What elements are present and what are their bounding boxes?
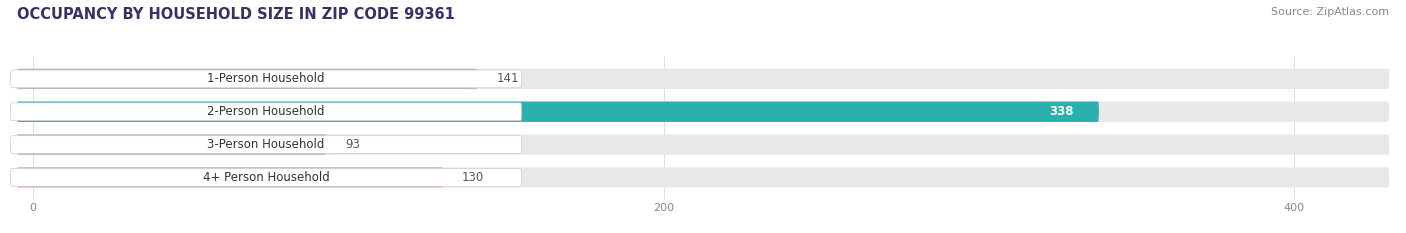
Text: OCCUPANCY BY HOUSEHOLD SIZE IN ZIP CODE 99361: OCCUPANCY BY HOUSEHOLD SIZE IN ZIP CODE … <box>17 7 454 22</box>
FancyBboxPatch shape <box>11 168 522 186</box>
Text: 141: 141 <box>496 72 519 86</box>
Text: Source: ZipAtlas.com: Source: ZipAtlas.com <box>1271 7 1389 17</box>
FancyBboxPatch shape <box>17 134 326 155</box>
Text: 4+ Person Household: 4+ Person Household <box>202 171 329 184</box>
FancyBboxPatch shape <box>17 102 1389 122</box>
FancyBboxPatch shape <box>11 70 522 88</box>
Text: 1-Person Household: 1-Person Household <box>207 72 325 86</box>
Text: 2-Person Household: 2-Person Household <box>207 105 325 118</box>
Text: 93: 93 <box>344 138 360 151</box>
FancyBboxPatch shape <box>17 69 478 89</box>
FancyBboxPatch shape <box>17 134 1389 155</box>
FancyBboxPatch shape <box>11 103 522 121</box>
FancyBboxPatch shape <box>17 167 1389 188</box>
FancyBboxPatch shape <box>17 102 1099 122</box>
FancyBboxPatch shape <box>17 167 443 188</box>
Text: 338: 338 <box>1049 105 1074 118</box>
FancyBboxPatch shape <box>17 69 1389 89</box>
Text: 130: 130 <box>461 171 484 184</box>
FancyBboxPatch shape <box>11 136 522 153</box>
Text: 3-Person Household: 3-Person Household <box>208 138 325 151</box>
